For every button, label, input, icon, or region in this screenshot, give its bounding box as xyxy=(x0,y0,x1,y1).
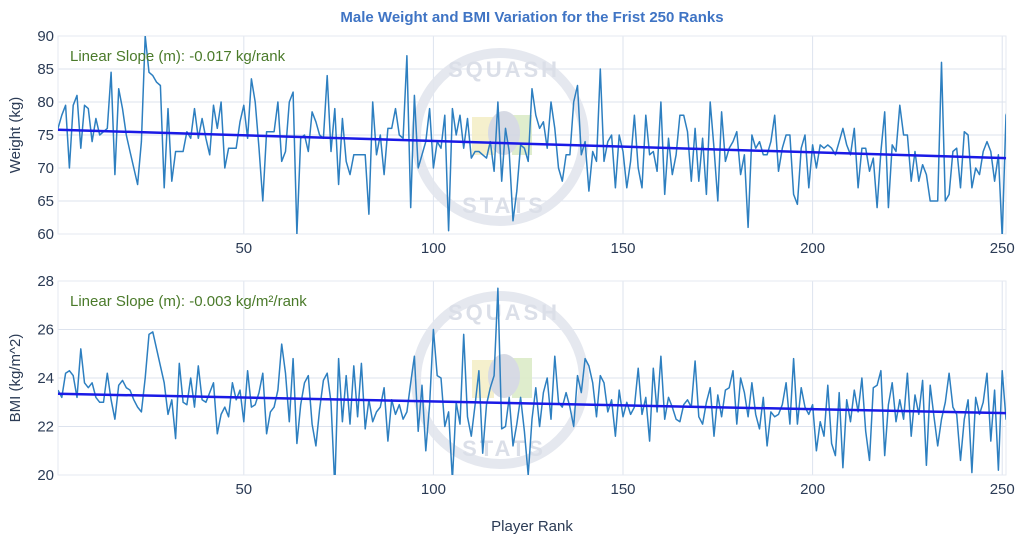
logo-text-top: SQUASH xyxy=(448,57,560,82)
bmi-x-tick-label: 50 xyxy=(235,481,252,498)
weight-x-tick-label: 50 xyxy=(235,240,252,257)
bmi-x-tick-label: 200 xyxy=(800,481,825,498)
bmi-x-tick-label: 100 xyxy=(421,481,446,498)
bmi-y-tick-label: 28 xyxy=(37,273,54,290)
weight-x-tick-label: 250 xyxy=(990,240,1015,257)
bmi-panel: SQUASH STATS 20 22 24 26 28 50 100 150 200 250 BMI (… xyxy=(7,273,1015,498)
logo-text-bottom: STATS xyxy=(462,193,546,218)
bmi-y-tick-label: 24 xyxy=(37,370,54,387)
bmi-y-axis-label: BMI (kg/m^2) xyxy=(7,334,24,423)
weight-y-tick-label: 85 xyxy=(37,61,54,78)
weight-trend-line xyxy=(57,128,1007,160)
bmi-x-tick-label: 150 xyxy=(610,481,635,498)
bmi-y-tick-label: 22 xyxy=(37,419,54,436)
weight-y-tick-label: 60 xyxy=(37,226,54,243)
weight-y-axis-label: Weight (kg) xyxy=(7,97,24,173)
x-axis-label: Player Rank xyxy=(491,518,573,535)
bmi-x-tick-label: 250 xyxy=(990,481,1015,498)
weight-x-tick-label: 150 xyxy=(610,240,635,257)
weight-y-tick-label: 90 xyxy=(37,28,54,45)
weight-y-tick-label: 70 xyxy=(37,160,54,177)
weight-x-tick-label: 200 xyxy=(800,240,825,257)
bmi-y-tick-label: 20 xyxy=(37,467,54,484)
weight-y-tick-label: 65 xyxy=(37,193,54,210)
weight-y-tick-label: 75 xyxy=(37,127,54,144)
chart-title: Male Weight and BMI Variation for the Fr… xyxy=(340,9,723,26)
weight-y-tick-label: 80 xyxy=(37,94,54,111)
logo-text-bottom: STATS xyxy=(462,436,546,461)
bmi-plot-frame xyxy=(57,280,1007,476)
weight-x-tick-label: 100 xyxy=(421,240,446,257)
bmi-series-line xyxy=(58,287,1006,475)
logo-text-top: SQUASH xyxy=(448,300,560,325)
logo-yellow-block xyxy=(472,117,494,155)
bmi-slope-annotation: Linear Slope (m): -0.003 kg/m²/rank xyxy=(70,293,307,310)
bmi-y-tick-label: 26 xyxy=(37,322,54,339)
bmi-trend-line xyxy=(57,392,1007,415)
weight-series-line xyxy=(58,36,1006,234)
weight-panel: SQUASH STATS 60 65 70 75 80 85 90 50 100 150 200 250 W… xyxy=(7,28,1015,257)
weight-slope-annotation: Linear Slope (m): -0.017 kg/rank xyxy=(70,48,286,65)
logo-player-icon xyxy=(488,354,520,398)
